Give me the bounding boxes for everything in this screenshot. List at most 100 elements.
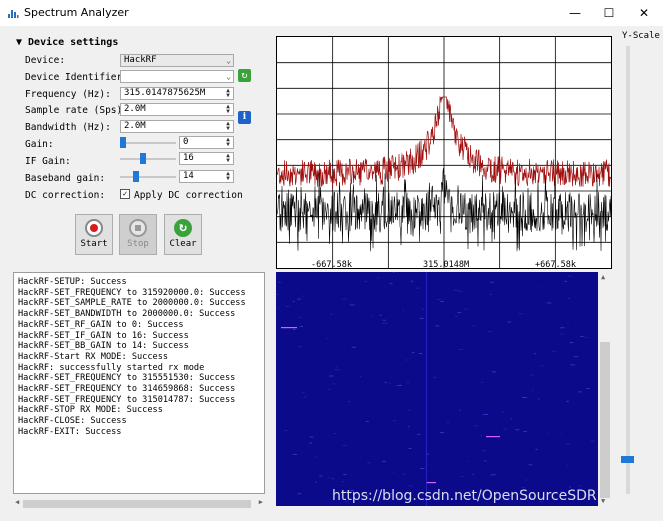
waterfall-noise bbox=[463, 308, 469, 310]
waterfall-noise bbox=[277, 308, 279, 310]
if-gain-input[interactable]: 16 ▲ ▼ bbox=[179, 152, 234, 165]
gain-slider[interactable] bbox=[120, 136, 176, 149]
log-line: HackRF-EXIT: Success bbox=[18, 426, 122, 437]
log-line: HackRF-SET_FREQUENCY to 314659868: Succe… bbox=[18, 384, 236, 395]
waterfall-noise bbox=[419, 468, 425, 469]
close-button[interactable]: ✕ bbox=[638, 6, 650, 20]
spin-arrows-icon[interactable]: ▲ ▼ bbox=[226, 170, 230, 182]
refresh-icon[interactable]: ↻ bbox=[238, 69, 251, 82]
waterfall-noise bbox=[319, 475, 323, 477]
waterfall-noise bbox=[389, 283, 393, 285]
waterfall-noise bbox=[569, 342, 574, 344]
sample-rate-value: 2.0M bbox=[124, 104, 146, 114]
scrollbar-thumb[interactable] bbox=[23, 500, 251, 508]
slider-handle[interactable] bbox=[132, 171, 139, 182]
waterfall-vertical-scrollbar[interactable]: ▲ ▼ bbox=[598, 272, 612, 506]
waterfall-noise bbox=[569, 486, 571, 488]
log-output[interactable]: HackRF-SETUP: Success HackRF-SET_FREQUENC… bbox=[13, 272, 265, 494]
waterfall-noise bbox=[546, 302, 552, 304]
waterfall-noise bbox=[332, 478, 334, 480]
waterfall-noise bbox=[417, 433, 421, 435]
waterfall-noise bbox=[349, 490, 355, 491]
waterfall-display[interactable] bbox=[276, 272, 612, 506]
log-line: HackRF-SET_FREQUENCY to 315014787: Succe… bbox=[18, 394, 236, 405]
waterfall-noise bbox=[510, 418, 512, 420]
waterfall-noise bbox=[439, 432, 445, 434]
log-line: HackRF-SET_RF_GAIN to 0: Success bbox=[18, 319, 184, 330]
y-scale-label: Y-Scale bbox=[622, 31, 660, 41]
waterfall-noise bbox=[344, 501, 349, 503]
waterfall-noise bbox=[376, 277, 380, 279]
waterfall-noise bbox=[332, 383, 336, 385]
scroll-right-icon[interactable]: ▶ bbox=[258, 498, 263, 506]
device-select[interactable]: HackRF ⌄ bbox=[120, 54, 234, 67]
spectrum-plot-svg bbox=[277, 37, 611, 268]
waterfall-noise bbox=[507, 321, 511, 323]
scroll-down-icon[interactable]: ▼ bbox=[601, 497, 606, 505]
clear-button[interactable]: ↻ Clear bbox=[164, 214, 202, 255]
y-scale-slider-track[interactable] bbox=[626, 46, 630, 494]
waterfall-noise bbox=[566, 465, 568, 467]
spin-arrows-icon[interactable]: ▲ ▼ bbox=[226, 103, 230, 115]
frequency-input[interactable]: 315.0147875625M ▲ ▼ bbox=[120, 87, 234, 100]
scroll-up-icon[interactable]: ▲ bbox=[601, 273, 606, 281]
dc-correction-checkbox-label[interactable]: Apply DC correction bbox=[134, 190, 243, 201]
waterfall-noise bbox=[367, 462, 371, 464]
baseband-gain-slider[interactable] bbox=[120, 170, 176, 183]
minimize-button[interactable]: — bbox=[569, 6, 581, 20]
waterfall-noise bbox=[415, 287, 420, 289]
scroll-left-icon[interactable]: ◀ bbox=[15, 498, 20, 506]
y-scale-slider-handle[interactable] bbox=[621, 455, 634, 463]
info-icon[interactable]: i bbox=[238, 111, 251, 124]
dc-correction-label: DC correction: bbox=[25, 190, 106, 201]
device-select-value: HackRF bbox=[124, 55, 157, 65]
waterfall-noise bbox=[590, 440, 596, 442]
waterfall-noise bbox=[454, 316, 458, 317]
device-identifier-select[interactable]: ⌄ bbox=[120, 70, 234, 83]
waterfall-noise bbox=[379, 314, 382, 316]
dc-correction-checkbox[interactable]: ✓ bbox=[120, 189, 130, 199]
waterfall-noise bbox=[397, 385, 402, 386]
start-button[interactable]: Start bbox=[75, 214, 113, 255]
slider-handle[interactable] bbox=[120, 137, 126, 148]
device-settings-header[interactable]: ▼ Device settings bbox=[16, 37, 119, 48]
stop-button[interactable]: Stop bbox=[119, 214, 157, 255]
waterfall-noise bbox=[297, 298, 301, 300]
waterfall-noise bbox=[326, 338, 328, 340]
spin-arrows-icon[interactable]: ▲ ▼ bbox=[226, 136, 230, 148]
maximize-button[interactable]: ☐ bbox=[603, 6, 615, 20]
waterfall-noise bbox=[569, 491, 571, 493]
log-horizontal-scrollbar[interactable]: ◀ ▶ bbox=[13, 498, 265, 510]
waterfall-noise bbox=[458, 290, 463, 292]
slider-track bbox=[120, 176, 176, 178]
gain-input[interactable]: 0 ▲ ▼ bbox=[179, 136, 234, 149]
baseband-gain-input[interactable]: 14 ▲ ▼ bbox=[179, 170, 234, 183]
device-label: Device: bbox=[25, 55, 66, 66]
log-line: HackRF: successfully started rx mode bbox=[18, 362, 205, 373]
spin-arrows-icon[interactable]: ▲ ▼ bbox=[226, 87, 230, 99]
waterfall-noise bbox=[382, 461, 386, 462]
baseband-gain-label: Baseband gain: bbox=[25, 173, 106, 184]
record-icon bbox=[85, 219, 103, 237]
bandwidth-input[interactable]: 2.0M ▲ ▼ bbox=[120, 120, 234, 133]
title-bar: Spectrum Analyzer — ☐ ✕ bbox=[0, 0, 663, 26]
waterfall-noise bbox=[309, 436, 314, 438]
slider-handle[interactable] bbox=[140, 153, 146, 164]
waterfall-noise bbox=[568, 298, 570, 299]
spin-arrows-icon[interactable]: ▲ ▼ bbox=[226, 152, 230, 164]
spectrum-plot[interactable] bbox=[276, 36, 612, 269]
waterfall-noise bbox=[471, 325, 476, 327]
waterfall-noise bbox=[408, 409, 411, 411]
waterfall-noise bbox=[283, 430, 288, 431]
waterfall-noise bbox=[435, 325, 440, 327]
waterfall-noise bbox=[560, 433, 562, 435]
log-line: HackRF-SET_IF_GAIN to 16: Success bbox=[18, 330, 189, 341]
peak-hold-trace bbox=[277, 96, 611, 187]
waterfall-noise bbox=[406, 381, 410, 383]
sample-rate-input[interactable]: 2.0M ▲ ▼ bbox=[120, 103, 234, 116]
waterfall-noise bbox=[309, 442, 313, 444]
spin-arrows-icon[interactable]: ▲ ▼ bbox=[226, 120, 230, 132]
if-gain-slider[interactable] bbox=[120, 152, 176, 165]
waterfall-noise bbox=[503, 428, 507, 430]
scrollbar-thumb[interactable] bbox=[600, 342, 610, 498]
